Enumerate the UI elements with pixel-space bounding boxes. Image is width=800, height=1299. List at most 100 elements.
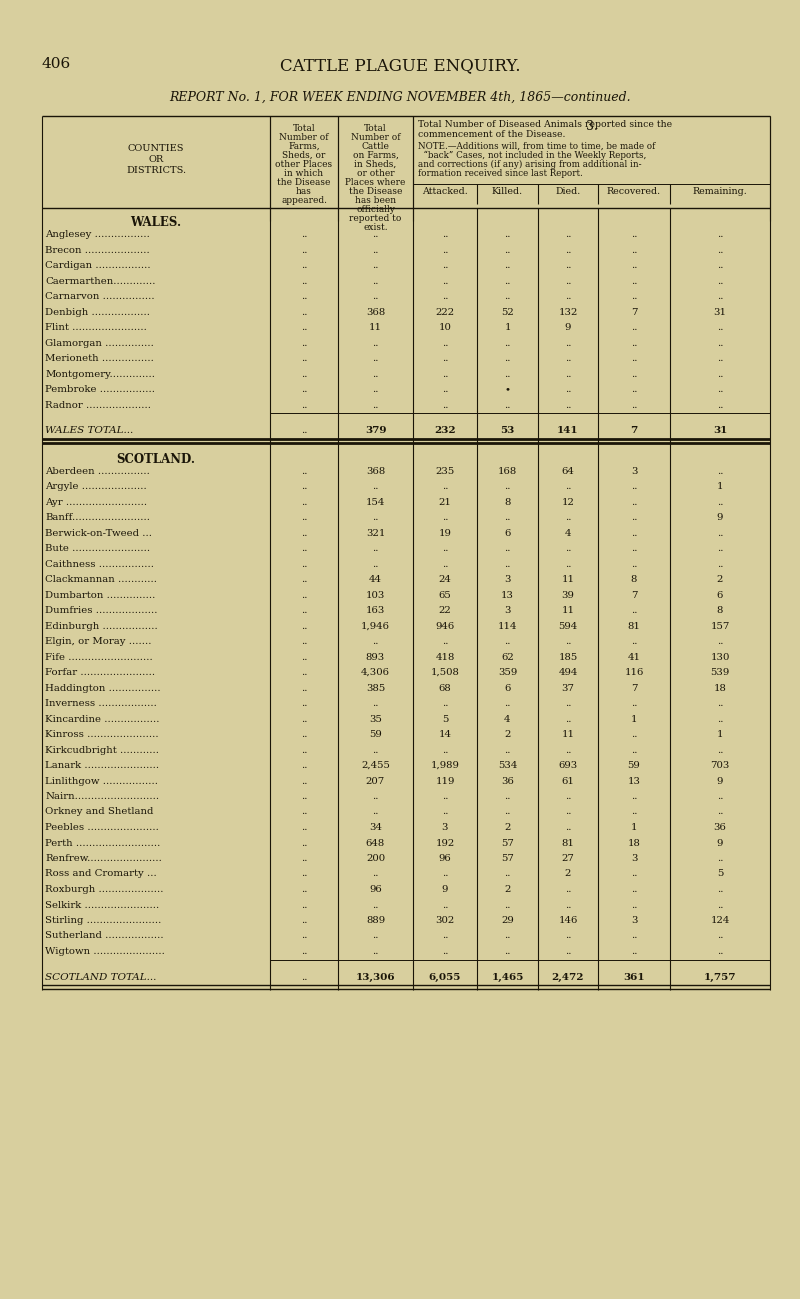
Text: Ross and Cromarty ...: Ross and Cromarty ...	[45, 869, 157, 878]
Text: 4: 4	[565, 529, 571, 538]
Text: ..: ..	[301, 699, 307, 708]
Text: ..: ..	[442, 869, 448, 878]
Text: ..: ..	[504, 369, 510, 378]
Text: ..: ..	[301, 246, 307, 255]
Text: ..: ..	[301, 838, 307, 847]
Text: ..: ..	[372, 513, 378, 522]
Text: Merioneth ................: Merioneth ................	[45, 355, 154, 362]
Text: 39: 39	[562, 591, 574, 600]
Text: 27: 27	[562, 853, 574, 863]
Text: the Disease: the Disease	[278, 178, 330, 187]
Text: 44: 44	[369, 575, 382, 585]
Text: ..: ..	[565, 792, 571, 801]
Text: 1,757: 1,757	[704, 973, 736, 982]
Text: Farms,: Farms,	[288, 142, 320, 151]
Text: ..: ..	[565, 385, 571, 394]
Text: 59: 59	[628, 761, 640, 770]
Text: Aberdeen ................: Aberdeen ................	[45, 466, 150, 475]
Text: formation received since last Report.: formation received since last Report.	[418, 169, 582, 178]
Text: ..: ..	[301, 885, 307, 894]
Text: ..: ..	[630, 246, 638, 255]
Text: ..: ..	[301, 426, 307, 435]
Text: ..: ..	[565, 230, 571, 239]
Text: ..: ..	[301, 544, 307, 553]
Text: ..: ..	[565, 931, 571, 940]
Text: Carnarvon ................: Carnarvon ................	[45, 292, 154, 301]
Text: 24: 24	[438, 575, 451, 585]
Text: ..: ..	[565, 714, 571, 724]
Text: Kincardine .................: Kincardine .................	[45, 714, 159, 724]
Text: ..: ..	[565, 277, 571, 286]
Text: ..: ..	[630, 400, 638, 409]
Text: Perth ..........................: Perth ..........................	[45, 838, 160, 847]
Text: ..: ..	[301, 308, 307, 317]
Text: ..: ..	[565, 246, 571, 255]
Text: 9: 9	[442, 885, 448, 894]
Text: ..: ..	[442, 482, 448, 491]
Text: ..: ..	[504, 900, 510, 909]
Text: ..: ..	[442, 369, 448, 378]
Text: ..: ..	[717, 277, 723, 286]
Text: ..: ..	[372, 792, 378, 801]
Text: 5: 5	[442, 714, 448, 724]
Text: Killed.: Killed.	[492, 187, 523, 196]
Text: 5: 5	[717, 869, 723, 878]
Text: on Farms,: on Farms,	[353, 151, 398, 160]
Text: 539: 539	[710, 668, 730, 677]
Text: Clackmannan ............: Clackmannan ............	[45, 575, 157, 585]
Text: ..: ..	[630, 513, 638, 522]
Text: 41: 41	[627, 652, 641, 661]
Text: ..: ..	[372, 637, 378, 646]
Text: appeared.: appeared.	[281, 196, 327, 205]
Text: other Places: other Places	[275, 160, 333, 169]
Text: Edinburgh .................: Edinburgh .................	[45, 621, 158, 630]
Text: ..: ..	[717, 931, 723, 940]
Text: 232: 232	[434, 426, 456, 435]
Text: ..: ..	[565, 699, 571, 708]
Text: ..: ..	[630, 730, 638, 739]
Text: the Disease: the Disease	[349, 187, 402, 196]
Text: 116: 116	[624, 668, 644, 677]
Text: ..: ..	[630, 900, 638, 909]
Text: 2: 2	[565, 869, 571, 878]
Text: ..: ..	[630, 261, 638, 270]
Text: ..: ..	[504, 277, 510, 286]
Text: ..: ..	[301, 761, 307, 770]
Text: ..: ..	[630, 339, 638, 348]
Text: 119: 119	[435, 777, 454, 786]
Text: 2: 2	[504, 824, 510, 831]
Text: ..: ..	[717, 292, 723, 301]
Text: 37: 37	[562, 683, 574, 692]
Text: 418: 418	[435, 652, 454, 661]
Text: ..: ..	[565, 746, 571, 755]
Text: ..: ..	[301, 230, 307, 239]
Text: in which: in which	[285, 169, 323, 178]
Text: ..: ..	[301, 777, 307, 786]
Text: 11: 11	[562, 575, 574, 585]
Text: 81: 81	[562, 838, 574, 847]
Text: NOTE.—Additions will, from time to time, be made of: NOTE.—Additions will, from time to time,…	[418, 142, 655, 151]
Text: 235: 235	[435, 466, 454, 475]
Text: 7: 7	[630, 683, 638, 692]
Text: ..: ..	[717, 947, 723, 956]
Text: ..: ..	[301, 792, 307, 801]
Text: 494: 494	[558, 668, 578, 677]
Text: ..: ..	[301, 824, 307, 831]
Text: 222: 222	[435, 308, 454, 317]
Text: ..: ..	[442, 792, 448, 801]
Text: ..: ..	[717, 699, 723, 708]
Text: ..: ..	[372, 699, 378, 708]
Text: Sutherland ..................: Sutherland ..................	[45, 931, 164, 940]
Text: ..: ..	[442, 900, 448, 909]
Text: Pembroke .................: Pembroke .................	[45, 385, 155, 394]
Text: 81: 81	[627, 621, 641, 630]
Text: 1,508: 1,508	[430, 668, 459, 677]
Text: ..: ..	[504, 947, 510, 956]
Text: Peebles ......................: Peebles ......................	[45, 824, 159, 831]
Text: ..: ..	[442, 292, 448, 301]
Text: ..: ..	[442, 544, 448, 553]
Text: 103: 103	[366, 591, 385, 600]
Text: 594: 594	[558, 621, 578, 630]
Text: Places where: Places where	[346, 178, 406, 187]
Text: commencement of the Disease.: commencement of the Disease.	[418, 130, 566, 139]
